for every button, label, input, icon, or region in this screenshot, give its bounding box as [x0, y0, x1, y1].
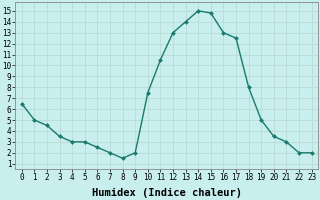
X-axis label: Humidex (Indice chaleur): Humidex (Indice chaleur): [92, 188, 242, 198]
